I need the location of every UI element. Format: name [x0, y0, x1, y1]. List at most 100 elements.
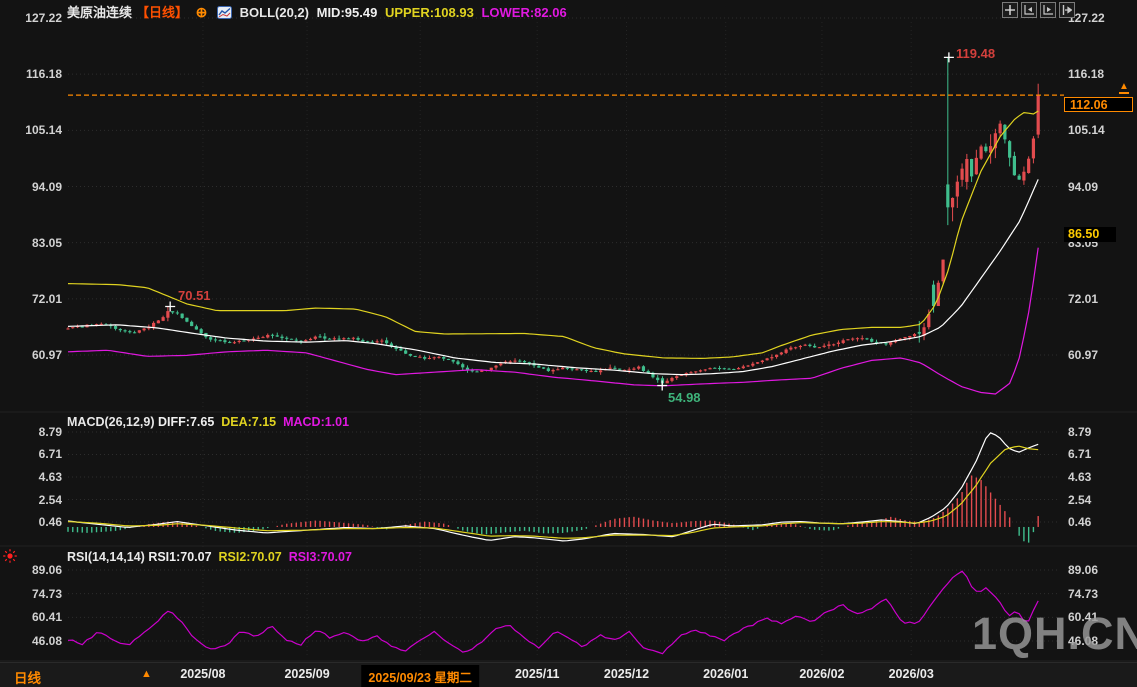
date-tick-label: 2025/08 [180, 667, 226, 681]
candle-body [946, 184, 950, 208]
local-peak-label: 70.51 [178, 288, 211, 303]
candle-body [908, 335, 912, 338]
rsi-axis-label-right: 46.08 [1068, 634, 1099, 648]
candle-body [137, 330, 141, 333]
candle-body [722, 368, 726, 370]
candle-body [1012, 155, 1016, 176]
candle-body [556, 369, 560, 371]
macd-dea-line [67, 445, 1039, 539]
candle-body [270, 334, 275, 336]
candle-body [423, 357, 427, 359]
candle-body [237, 340, 241, 343]
crosshair-tool-button[interactable] [1002, 2, 1018, 18]
candle-body [370, 341, 374, 343]
macd-axis-label-right: 4.63 [1068, 469, 1092, 484]
candle-body [969, 159, 974, 177]
add-indicator-button[interactable]: ⊕ [195, 4, 208, 20]
price-axis-label-left: 94.09 [31, 179, 62, 194]
macd-axis-label-left: 2.54 [38, 492, 62, 507]
rsi-axis-label-left: 74.73 [31, 586, 62, 601]
candle-body [993, 133, 997, 149]
candle-body [356, 337, 360, 340]
candle-body [332, 338, 336, 340]
site-watermark: 1QH.CN [972, 608, 1137, 659]
candle-body [698, 370, 703, 372]
candle-body [703, 369, 707, 371]
candle-body [194, 326, 199, 330]
shift-left-button[interactable] [1021, 2, 1037, 18]
candle-body [327, 338, 332, 340]
candle-body [836, 342, 841, 344]
chart-header: 美原油连续 【日线】 ⊕ BOLL(20,2) MID:95.49 UPPER:1… [67, 3, 571, 21]
candle-body [613, 367, 617, 369]
candle-body [618, 368, 622, 370]
last-price-tag: 112.06 [1064, 97, 1133, 112]
candle-body [75, 326, 80, 328]
candle-body [898, 338, 902, 340]
candle-body [337, 338, 341, 340]
candle-body [865, 338, 869, 340]
period-dropdown-arrow-icon[interactable]: ▲ [141, 668, 152, 680]
candle-body [175, 312, 179, 314]
date-axis-bar: 日线 ▲ 2025/08 2025/09 2025/11 2025/12 2026/01… [0, 662, 1137, 687]
candle-body [389, 343, 393, 347]
date-tick-label: 2026/02 [799, 667, 845, 681]
boll-mid-value: MID:95.49 [316, 5, 378, 20]
candle-body [152, 322, 156, 327]
candle-body [684, 373, 688, 375]
candle-body [71, 327, 75, 329]
boll-lower-line [67, 247, 1039, 395]
candle-body [342, 338, 346, 340]
candle-body [446, 358, 451, 360]
candle-body [99, 323, 103, 325]
chart-style-icon[interactable] [217, 6, 233, 24]
candle-body [1022, 171, 1026, 181]
alert-price-tag: 86.50 [1064, 227, 1116, 242]
candle-body [289, 338, 294, 340]
candle-body [717, 368, 722, 370]
candle-body [989, 146, 993, 153]
candle-body [494, 365, 498, 368]
candle-body [622, 369, 627, 371]
candle-body [927, 313, 931, 328]
candle-body [180, 313, 184, 318]
candle-body [190, 321, 194, 327]
candle-body [746, 365, 750, 367]
candle-body [313, 336, 317, 339]
candle-body [936, 282, 940, 307]
candle-body [94, 324, 99, 326]
candle-body [1003, 124, 1007, 140]
candle-body [541, 367, 546, 369]
candle-body [784, 349, 788, 353]
candle-body [841, 340, 845, 343]
candle-body [437, 356, 441, 358]
alert-dot-icon[interactable] [2, 548, 18, 569]
candle-body [789, 347, 793, 350]
shift-right-button[interactable] [1040, 2, 1056, 18]
candle-body [917, 331, 921, 334]
go-to-latest-button[interactable] [1059, 2, 1075, 18]
price-axis-label-right: 72.01 [1068, 291, 1099, 306]
rsi-axis-label-left: 89.06 [31, 563, 62, 577]
candle-body [608, 367, 612, 369]
candle-body [832, 344, 836, 346]
candle-body [385, 340, 389, 344]
price-axis-label-right: 116.18 [1068, 67, 1105, 82]
candle-body [171, 311, 175, 313]
macd-title: MACD(26,12,9) [67, 415, 155, 429]
candle-body [508, 361, 512, 363]
candle-body [228, 341, 232, 343]
candle-body [599, 370, 603, 373]
candle-body [632, 368, 636, 370]
candle-body [551, 369, 555, 372]
candle-body [66, 328, 70, 330]
candle-body [142, 328, 146, 331]
candle-body [361, 340, 365, 342]
candle-body [351, 337, 355, 339]
period-selector-button[interactable]: 日线 [14, 671, 41, 686]
price-axis-label-right: 60.97 [1068, 348, 1099, 362]
candle-body [974, 157, 978, 175]
rsi-title: RSI(14,14,14) [67, 550, 145, 564]
